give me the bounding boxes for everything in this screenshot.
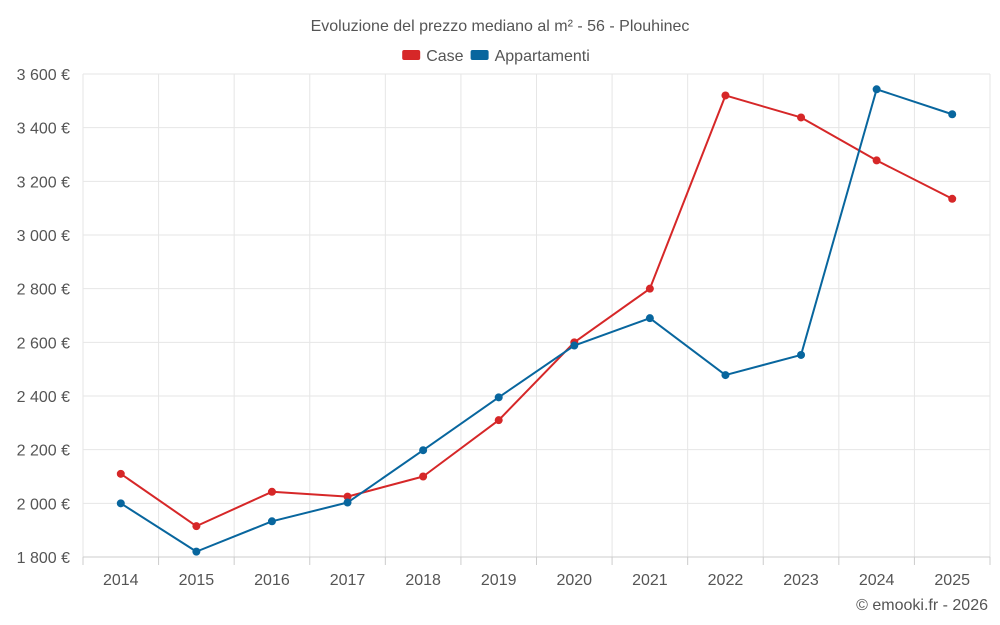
axes: 1 800 € 2 000 € 2 200 € 2 400 € 2 600 € 2 800… xyxy=(17,67,991,589)
y-tick-label: 3 600 € xyxy=(17,67,70,84)
data-point-appartamenti[interactable] xyxy=(570,341,579,350)
y-tick-label: 2 000 € xyxy=(17,496,70,513)
x-tick-label: 2016 xyxy=(254,572,290,589)
x-tick-label: 2024 xyxy=(859,572,895,589)
data-point-case[interactable] xyxy=(797,113,806,122)
x-tick-label: 2015 xyxy=(179,572,215,589)
data-point-appartamenti[interactable] xyxy=(872,85,881,94)
data-point-case[interactable] xyxy=(948,194,957,203)
series-case xyxy=(116,91,957,531)
data-point-appartamenti[interactable] xyxy=(343,498,352,507)
series-appartamenti xyxy=(116,85,957,556)
series-layer xyxy=(116,85,957,556)
x-tick-label: 2018 xyxy=(405,572,441,589)
x-tick-label: 2021 xyxy=(632,572,668,589)
series-line-appartamenti xyxy=(120,88,953,553)
data-point-appartamenti[interactable] xyxy=(267,517,276,526)
legend-swatch xyxy=(402,50,421,60)
x-tick-label: 2023 xyxy=(783,572,819,589)
data-point-appartamenti[interactable] xyxy=(797,350,806,359)
legend-swatch xyxy=(470,50,489,60)
y-tick-label: 2 800 € xyxy=(17,282,70,299)
data-point-appartamenti[interactable] xyxy=(116,499,125,508)
data-point-case[interactable] xyxy=(419,472,428,481)
legend: Case Appartamenti xyxy=(402,48,590,65)
y-tick-label: 2 400 € xyxy=(17,389,70,406)
credit-text: © emooki.fr - 2026 xyxy=(856,597,988,614)
data-point-case[interactable] xyxy=(267,487,276,496)
x-tick-label: 2014 xyxy=(103,572,139,589)
x-tick-label: 2025 xyxy=(934,572,970,589)
legend-label: Appartamenti xyxy=(495,48,590,65)
data-point-case[interactable] xyxy=(494,416,503,425)
data-point-appartamenti[interactable] xyxy=(645,314,654,323)
y-tick-label: 1 800 € xyxy=(17,550,70,567)
data-point-case[interactable] xyxy=(721,91,730,100)
chart-title: Evoluzione del prezzo mediano al m² - 56… xyxy=(311,18,690,35)
data-point-appartamenti[interactable] xyxy=(721,371,730,380)
data-point-case[interactable] xyxy=(116,469,125,478)
data-point-appartamenti[interactable] xyxy=(494,393,503,402)
x-tick-label: 2019 xyxy=(481,572,517,589)
x-tick-label: 2020 xyxy=(556,572,592,589)
y-tick-label: 3 400 € xyxy=(17,121,70,138)
legend-item-appartamenti[interactable]: Appartamenti xyxy=(470,48,590,65)
data-point-case[interactable] xyxy=(192,522,201,531)
y-tick-label: 3 200 € xyxy=(17,174,70,191)
data-point-case[interactable] xyxy=(872,156,881,165)
legend-item-case[interactable]: Case xyxy=(402,48,464,65)
data-point-appartamenti[interactable] xyxy=(419,446,428,455)
y-tick-label: 3 000 € xyxy=(17,228,70,245)
data-point-appartamenti[interactable] xyxy=(192,547,201,556)
y-tick-label: 2 200 € xyxy=(17,443,70,460)
legend-label: Case xyxy=(426,48,463,65)
series-line-case xyxy=(120,94,953,528)
x-tick-label: 2022 xyxy=(708,572,744,589)
data-point-case[interactable] xyxy=(645,284,654,293)
data-point-case[interactable] xyxy=(343,492,352,501)
y-tick-label: 2 600 € xyxy=(17,335,70,352)
x-tick-label: 2017 xyxy=(330,572,366,589)
data-point-appartamenti[interactable] xyxy=(948,110,957,119)
